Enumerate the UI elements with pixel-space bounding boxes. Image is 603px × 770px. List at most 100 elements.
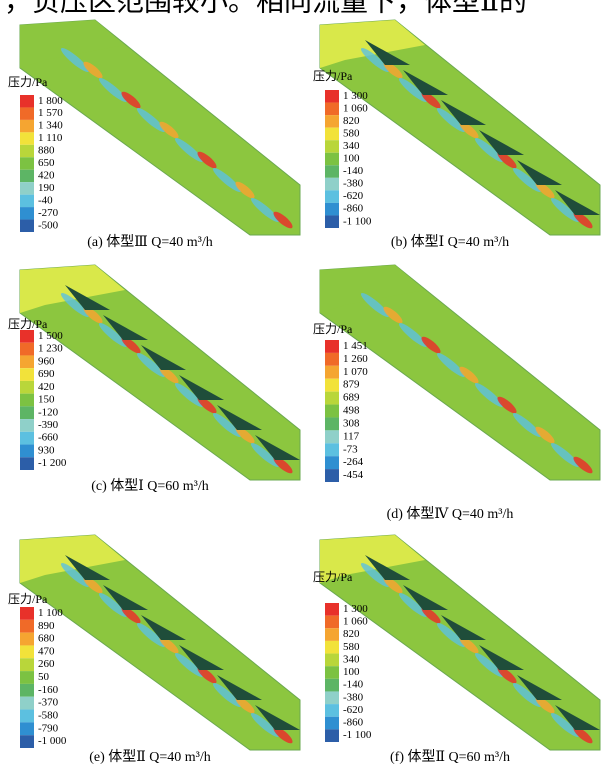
legend-swatch	[325, 430, 339, 443]
legend-swatch	[20, 735, 34, 748]
legend-swatch	[20, 145, 34, 157]
legend-swatch	[325, 190, 339, 203]
legend-label: 1 451	[343, 340, 368, 352]
caption: (a) 体型Ⅲ Q=40 m³/h	[87, 234, 213, 250]
legend-label: 1 300	[343, 603, 368, 615]
legend-label: 340	[343, 653, 360, 665]
legend-swatch	[20, 355, 34, 368]
legend-label: 680	[38, 633, 55, 645]
legend-label: 117	[343, 430, 360, 442]
legend-swatch	[20, 658, 34, 671]
caption: (c) 体型Ⅰ Q=60 m³/h	[91, 478, 209, 494]
legend-label: 1 800	[38, 95, 63, 107]
legend-swatch	[325, 405, 339, 418]
legend-swatch	[20, 195, 34, 207]
legend-label: -660	[38, 432, 59, 444]
legend-swatch	[20, 697, 34, 710]
legend-swatch	[20, 132, 34, 144]
legend-swatch	[325, 717, 339, 730]
legend-swatch	[325, 103, 339, 116]
legend-swatch	[20, 722, 34, 735]
legend-label: -40	[38, 194, 53, 206]
legend-label: 890	[38, 620, 55, 632]
legend-label: -390	[38, 419, 59, 431]
legend-label: -1 000	[38, 735, 67, 747]
legend-label: 820	[343, 628, 360, 640]
legend-swatch	[325, 165, 339, 178]
legend-swatch	[20, 710, 34, 723]
legend-label: 1 570	[38, 107, 63, 119]
legend-swatch	[325, 679, 339, 692]
legend-label: -790	[38, 722, 59, 734]
legend-label: 50	[38, 671, 50, 683]
legend-label: 1 300	[343, 90, 368, 102]
legend-label: 690	[38, 368, 55, 380]
legend-label: -454	[343, 469, 364, 481]
legend-label: -140	[343, 165, 364, 177]
legend-swatch	[20, 671, 34, 684]
legend-label: 420	[38, 381, 55, 393]
legend-label: 190	[38, 182, 55, 194]
legend-swatch	[325, 666, 339, 679]
legend-label: -1 200	[38, 457, 67, 469]
legend-label: -620	[343, 190, 364, 202]
legend-swatch	[325, 654, 339, 667]
legend-swatch	[20, 107, 34, 119]
legend-label: 879	[343, 379, 360, 391]
legend-swatch	[20, 170, 34, 182]
legend-label: -370	[38, 697, 59, 709]
legend-swatch	[325, 90, 339, 103]
legend-swatch	[20, 457, 34, 470]
legend-swatch	[325, 379, 339, 392]
legend-swatch	[325, 128, 339, 141]
legend-label: 930	[38, 444, 55, 456]
legend-label: 260	[38, 658, 55, 670]
legend-swatch	[20, 645, 34, 658]
legend-label: 420	[38, 169, 55, 181]
legend-swatch	[20, 633, 34, 646]
legend-swatch	[20, 330, 34, 343]
legend-label: 100	[343, 666, 360, 678]
legend-label: -73	[343, 443, 358, 455]
legend-label: 689	[343, 392, 360, 404]
legend-label: -380	[343, 178, 364, 190]
legend-label: -120	[38, 406, 59, 418]
legend-swatch	[20, 95, 34, 107]
legend-label: 1 070	[343, 366, 368, 378]
caption: (f) 体型Ⅱ Q=60 m³/h	[390, 749, 510, 765]
legend-swatch	[20, 445, 34, 458]
legend-swatch	[20, 381, 34, 394]
legend-swatch	[325, 153, 339, 166]
legend-swatch	[325, 443, 339, 456]
legend-label: -264	[343, 456, 364, 468]
legend-label: 880	[38, 145, 55, 157]
legend-label: 1 260	[343, 353, 368, 365]
legend-label: -620	[343, 704, 364, 716]
legend-swatch	[20, 368, 34, 381]
legend-swatch	[20, 432, 34, 445]
caption: (b) 体型Ⅰ Q=40 m³/h	[391, 234, 509, 250]
legend-label: 1 110	[38, 132, 63, 144]
legend-label: 1 060	[343, 102, 368, 114]
legend-swatch	[325, 203, 339, 216]
legend-label: 308	[343, 417, 360, 429]
caption: (d) 体型Ⅳ Q=40 m³/h	[387, 506, 514, 522]
legend-label: 580	[343, 641, 360, 653]
legend-title: 压力/Pa	[8, 75, 48, 89]
legend-label: 1 100	[38, 607, 63, 619]
legend-label: 1 060	[343, 615, 368, 627]
legend-swatch	[20, 207, 34, 219]
legend-swatch	[325, 628, 339, 641]
legend-swatch	[325, 215, 339, 228]
legend-label: 1 500	[38, 330, 63, 342]
legend-swatch	[20, 620, 34, 633]
legend-swatch	[325, 353, 339, 366]
legend-swatch	[20, 394, 34, 407]
legend-swatch	[325, 641, 339, 654]
legend-title: 压力/Pa	[8, 592, 48, 606]
legend-swatch	[20, 684, 34, 697]
legend-label: -580	[38, 709, 59, 721]
legend-label: -160	[38, 684, 59, 696]
legend-swatch	[20, 182, 34, 194]
caption: (e) 体型Ⅱ Q=40 m³/h	[89, 749, 211, 765]
